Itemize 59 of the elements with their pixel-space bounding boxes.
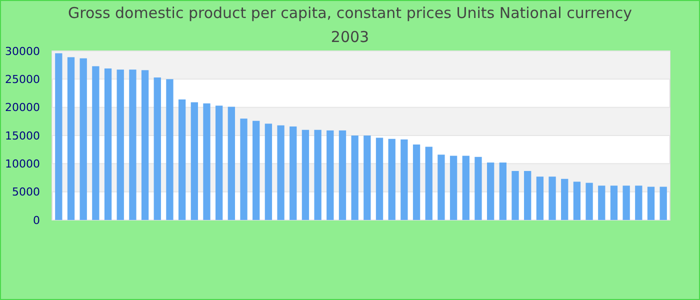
bar <box>499 162 506 220</box>
bar <box>425 146 432 220</box>
bar <box>412 144 420 220</box>
chart-subtitle: 2003 <box>330 28 370 46</box>
bar <box>450 156 458 220</box>
bar <box>326 130 334 220</box>
bar <box>216 106 223 220</box>
bar <box>364 136 371 220</box>
bar <box>660 186 667 220</box>
bar <box>573 182 581 220</box>
bar <box>388 138 396 220</box>
bar <box>129 70 136 220</box>
bar <box>154 77 161 220</box>
bar <box>240 118 248 220</box>
bar <box>400 139 408 220</box>
bar <box>524 170 532 220</box>
bar <box>376 138 384 220</box>
bar <box>598 186 606 220</box>
bar <box>67 57 75 220</box>
bar <box>586 182 593 220</box>
bar <box>438 154 445 220</box>
bar <box>166 79 174 220</box>
bar <box>290 126 297 220</box>
y-tick-label: 10000 <box>5 158 40 171</box>
bar <box>228 106 236 220</box>
bar <box>178 99 186 220</box>
bar <box>561 178 568 220</box>
bar <box>80 58 87 220</box>
bar <box>536 176 544 220</box>
y-tick-label: 15000 <box>5 129 40 142</box>
bar <box>548 176 556 220</box>
y-tick-label: 25000 <box>5 73 40 86</box>
bar <box>647 186 655 220</box>
bar <box>116 70 124 220</box>
y-tick-label: 0 <box>33 214 40 227</box>
bar <box>635 186 642 220</box>
y-tick-label: 5000 <box>12 186 40 199</box>
bar <box>512 170 519 220</box>
bar <box>141 70 149 220</box>
bar <box>486 162 494 220</box>
bar <box>462 156 470 220</box>
bar <box>104 68 112 220</box>
bar <box>610 186 618 220</box>
bar <box>264 124 272 220</box>
bar <box>92 66 100 220</box>
bar <box>622 186 630 220</box>
bar <box>252 120 260 220</box>
y-tick-label: 20000 <box>5 101 40 114</box>
bar <box>190 102 198 220</box>
bar <box>277 125 284 220</box>
bar <box>474 156 482 220</box>
bar <box>302 130 310 220</box>
bar <box>203 103 210 220</box>
bar <box>314 130 322 220</box>
y-tick-label: 30000 <box>5 44 40 58</box>
chart-title: Gross domestic product per capita, constant prices Units National currency <box>68 4 632 22</box>
bar <box>55 53 62 220</box>
bar <box>338 130 346 220</box>
bar <box>351 136 358 220</box>
